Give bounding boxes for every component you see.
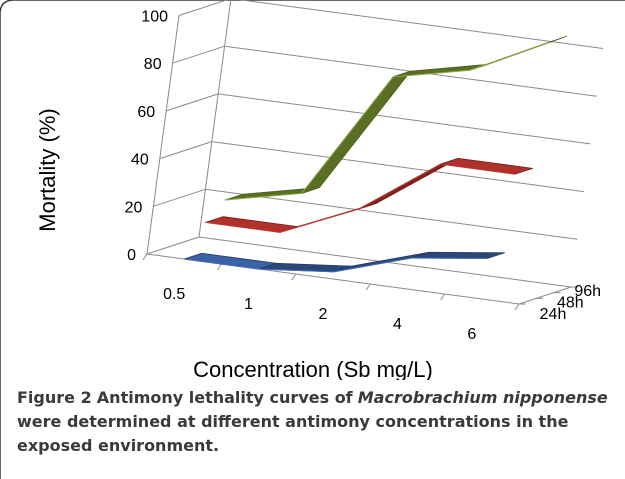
y-tick-label: 20 — [125, 199, 143, 216]
ribbon-edge — [225, 41, 550, 201]
ribbon-edge — [183, 257, 488, 273]
y-tick-label: 0 — [127, 247, 136, 264]
depth-label: 24h — [540, 306, 567, 323]
chart-axes — [142, 0, 604, 311]
y-tick-label: 60 — [137, 104, 155, 121]
ribbon-segment — [301, 70, 412, 194]
x-tick-label: 2 — [319, 306, 328, 323]
x-axis-label: Concentration (Sb mg/L) — [193, 357, 433, 380]
x-tick-label: 4 — [393, 316, 402, 333]
y-tick-label: 80 — [144, 56, 162, 73]
figure-caption: Figure 2 Antimony lethality curves of Ma… — [17, 386, 617, 458]
depth-label: 48h — [557, 295, 584, 312]
chart-series — [183, 35, 568, 273]
depth-label: 96h — [574, 283, 601, 300]
x-tick-label: 6 — [467, 326, 476, 343]
caption-species: Macrobrachium nipponense — [357, 388, 608, 407]
caption-text-before: Antimony lethality curves of — [96, 388, 353, 407]
y-tick-label: 100 — [141, 9, 168, 26]
x-tick-label: 0.5 — [163, 286, 185, 303]
caption-label: Figure 2 — [17, 388, 92, 407]
series-ribbon-48h — [205, 157, 534, 233]
ribbon-segment — [358, 157, 459, 210]
y-axis-label: Mortality (%) — [35, 108, 60, 231]
x-tick-label: 1 — [244, 296, 253, 313]
series-ribbon-96h — [224, 35, 568, 201]
ribbon-segment — [410, 251, 506, 259]
y-tick-label: 40 — [131, 152, 149, 169]
ribbon-edge — [205, 163, 516, 233]
series-ribbon-24h — [183, 251, 506, 273]
caption-text-after: were determined at different antimony co… — [17, 412, 569, 455]
